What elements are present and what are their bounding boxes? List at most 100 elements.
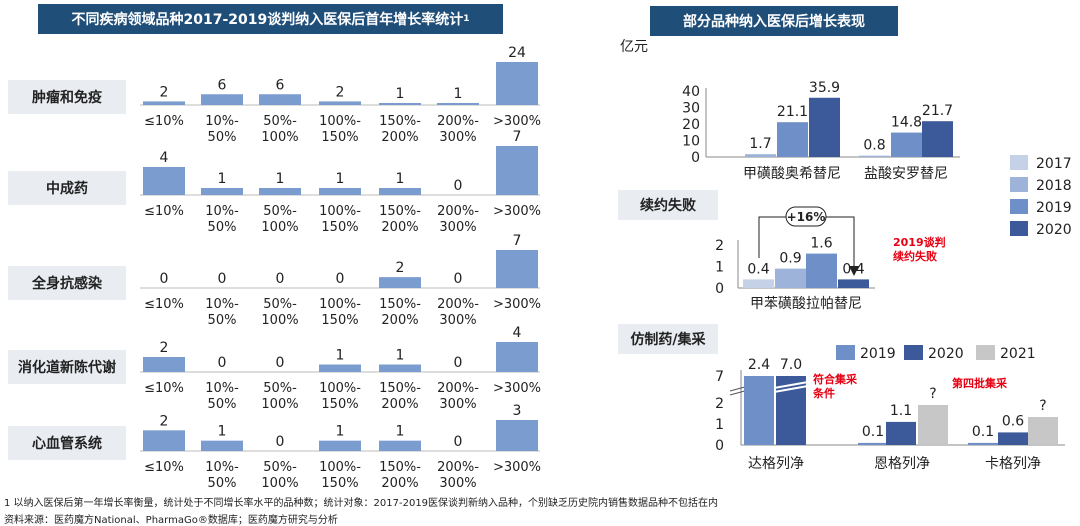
chart4-ytick-2: 2 bbox=[715, 396, 724, 412]
value-label-row1-col3: 1 bbox=[336, 171, 345, 187]
legend2-swatch-2020 bbox=[904, 345, 923, 360]
chart4-ytick-1: 1 bbox=[715, 417, 724, 433]
value-label-row0-col4: 1 bbox=[396, 86, 405, 102]
category-label-oncology: 肿瘤和免疫 bbox=[8, 80, 126, 114]
value-label-row1-col1: 1 bbox=[218, 171, 227, 187]
value-label-row2-col5: 0 bbox=[454, 271, 463, 287]
section-label-renewal-failure: 续约失败 bbox=[618, 190, 718, 220]
annotation-fourth-batch: 第四批集采 bbox=[952, 376, 1008, 390]
tick-label-row2-col2-l0: 50%- bbox=[263, 297, 297, 312]
tick-label-row2-col0-l0: ≤10% bbox=[144, 297, 184, 312]
tick-label-row4-col2-l1: 100% bbox=[261, 476, 298, 491]
chart4-category-0: 达格列净 bbox=[748, 456, 804, 472]
value-label-row1-col2: 1 bbox=[276, 171, 285, 187]
tick-label-row3-col3-l0: 100%- bbox=[319, 381, 361, 396]
value-label-row0-col6: 24 bbox=[508, 45, 526, 61]
tick-label-row4-col4-l1: 200% bbox=[381, 476, 418, 491]
chart2-value-2018-0: 1.7 bbox=[749, 136, 771, 152]
tick-label-row0-col2-l1: 100% bbox=[261, 130, 298, 145]
chart3-ytick-1: 1 bbox=[715, 260, 724, 276]
legend-swatch-2018 bbox=[1010, 177, 1028, 192]
value-label-row4-col0: 2 bbox=[160, 413, 169, 429]
value-label-row4-col1: 1 bbox=[218, 424, 227, 440]
value-label-row1-col6: 7 bbox=[513, 129, 522, 145]
chart4-value-2021-1: ? bbox=[929, 386, 936, 402]
value-label-row4-col4: 1 bbox=[396, 424, 405, 440]
value-label-row1-col4: 1 bbox=[396, 171, 405, 187]
left-panel-title: 不同疾病领域品种2017-2019谈判纳入医保后首年增长率统计 1 bbox=[38, 4, 503, 34]
tick-label-row2-col2-l1: 100% bbox=[261, 313, 298, 328]
tick-label-row2-col3-l1: 150% bbox=[321, 313, 358, 328]
footnote-source: 资料来源：医药魔方National、PharmaGo®数据库；医药魔方研究与分析 bbox=[4, 515, 338, 526]
tick-label-row2-col5-l1: 300% bbox=[439, 313, 476, 328]
bar-row1-col0 bbox=[143, 167, 185, 195]
bar-row0-col1 bbox=[201, 94, 243, 105]
tick-label-row2-col5-l0: 200%- bbox=[437, 297, 479, 312]
value-label-row4-col6: 3 bbox=[513, 403, 522, 419]
tick-label-row0-col1-l0: 10%- bbox=[205, 114, 239, 129]
chart3-bracket-left bbox=[758, 216, 786, 258]
bar-row1-col2 bbox=[259, 188, 301, 195]
tick-label-row2-col4-l1: 200% bbox=[381, 313, 418, 328]
tick-label-row4-col3-l0: 100%- bbox=[319, 460, 361, 475]
chart4-bar-break-1 bbox=[773, 381, 809, 389]
chart4-value-2020-0: 7.0 bbox=[780, 357, 802, 373]
bar-row0-col6 bbox=[496, 62, 538, 105]
tick-label-row4-col5-l1: 300% bbox=[439, 476, 476, 491]
category-label-cardio: 心血管系统 bbox=[8, 426, 126, 460]
annotation-renewal-failed-2: 续约失败 bbox=[893, 249, 937, 263]
bar-row0-col5 bbox=[437, 103, 479, 105]
chart3-change-badge bbox=[785, 206, 827, 227]
section-label-generic-procurement: 仿制药/集采 bbox=[618, 324, 718, 354]
tick-label-row0-col4-l1: 200% bbox=[381, 130, 418, 145]
chart3-change-badge-text: +16% bbox=[787, 210, 826, 224]
tick-label-row3-col5-l0: 200%- bbox=[437, 381, 479, 396]
legend-label-2017: 2017 bbox=[1036, 156, 1072, 172]
tick-label-row0-col0-l0: ≤10% bbox=[144, 114, 184, 129]
tick-label-row2-col4-l0: 150%- bbox=[379, 297, 421, 312]
category-label-tcm: 中成药 bbox=[8, 171, 126, 205]
chart4-value-2019-2: 0.1 bbox=[972, 424, 994, 440]
chart3-category-0: 甲苯磺酸拉帕替尼 bbox=[750, 295, 862, 312]
legend2-label-2021: 2021 bbox=[1000, 346, 1036, 362]
chart3-ytick-2: 2 bbox=[715, 238, 724, 254]
tick-label-row4-col6-l0: >300% bbox=[493, 460, 541, 475]
legend-swatch-2017 bbox=[1010, 155, 1028, 170]
value-label-row2-col6: 7 bbox=[513, 233, 522, 249]
chart4-category-2: 卡格列净 bbox=[985, 456, 1041, 472]
tick-label-row0-col6-l0: >300% bbox=[493, 114, 541, 129]
value-label-row2-col0: 0 bbox=[160, 271, 169, 287]
chart2-value-2018-1: 0.8 bbox=[863, 138, 885, 154]
section-generic-text: 仿制药/集采 bbox=[630, 332, 706, 348]
bar-row0-col4 bbox=[379, 103, 421, 105]
chart4-value-2020-1: 1.1 bbox=[890, 403, 912, 419]
unit-label: 亿元 bbox=[620, 39, 648, 55]
chart2-value-2019-1: 14.8 bbox=[891, 115, 922, 131]
bar-row3-col0 bbox=[143, 357, 185, 372]
tick-label-row0-col1-l1: 50% bbox=[208, 130, 237, 145]
tick-label-row1-col1-l0: 10%- bbox=[205, 204, 239, 219]
bar-row2-col4 bbox=[379, 277, 421, 288]
chart4-bar-2019-1 bbox=[858, 442, 888, 445]
chart4-value-2021-2: ? bbox=[1039, 398, 1046, 414]
bar-row4-col4 bbox=[379, 440, 421, 451]
tick-label-row1-col0-l0: ≤10% bbox=[144, 204, 184, 219]
value-label-row0-col2: 6 bbox=[276, 77, 285, 93]
tick-label-row0-col2-l0: 50%- bbox=[263, 114, 297, 129]
bar-row1-col1 bbox=[201, 188, 243, 195]
category-oncology-text: 肿瘤和免疫 bbox=[32, 90, 102, 106]
chart4-bar-break-2 bbox=[773, 385, 809, 393]
value-label-row3-col4: 1 bbox=[396, 348, 405, 364]
chart3-bar-2018 bbox=[775, 268, 806, 288]
tick-label-row3-col2-l1: 100% bbox=[261, 397, 298, 412]
tick-label-row4-col1-l1: 50% bbox=[208, 476, 237, 491]
bar-row4-col1 bbox=[201, 440, 243, 451]
chart3-bracket-right bbox=[826, 216, 855, 272]
value-label-row0-col1: 6 bbox=[218, 77, 227, 93]
chart2-value-2020-0: 35.9 bbox=[809, 80, 840, 96]
tick-label-row1-col3-l0: 100%- bbox=[319, 204, 361, 219]
chart4-bar-2020-2 bbox=[998, 432, 1028, 445]
bar-row4-col6 bbox=[496, 420, 538, 451]
legend-label-2020: 2020 bbox=[1036, 222, 1072, 238]
tick-label-row3-col5-l1: 300% bbox=[439, 397, 476, 412]
